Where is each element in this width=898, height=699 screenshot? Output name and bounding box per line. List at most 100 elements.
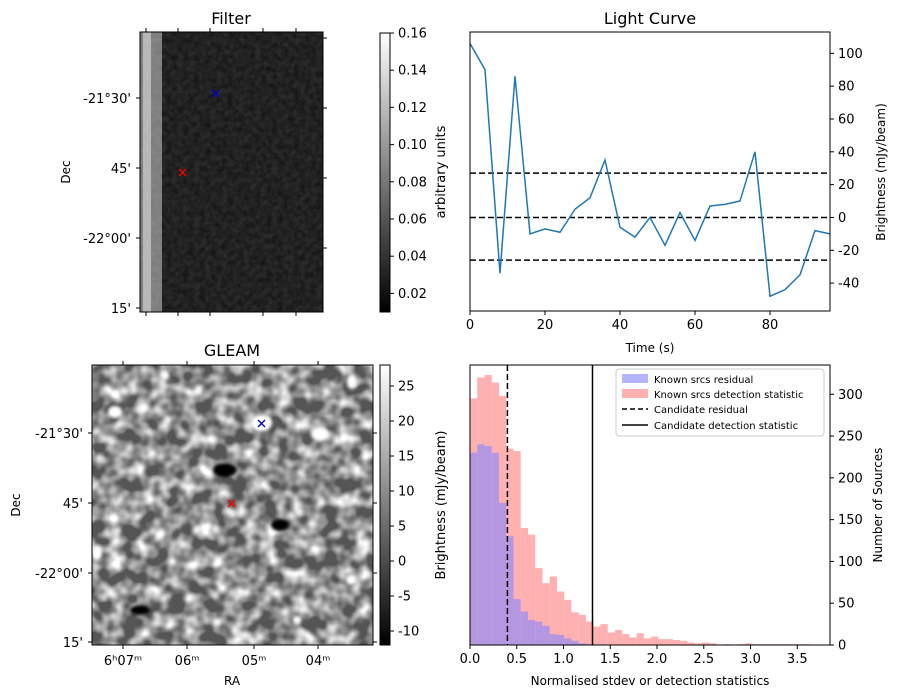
detection-hist-bar [665, 639, 673, 645]
light-curve-series-line [469, 43, 831, 298]
gleam-xtick-label: 6ʰ07ᵐ [104, 654, 142, 669]
detection-hist-bar [687, 642, 695, 645]
colorbar-tick-label: 0.04 [398, 250, 427, 265]
filter-frame-ticks [145, 28, 327, 316]
filter-ytick-label: -22°00' [83, 232, 131, 247]
legend-label: Candidate detection statistic [654, 421, 798, 432]
detection-hist-bar [694, 643, 702, 645]
detection-hist-bar [520, 527, 528, 645]
histogram-frame [469, 364, 831, 646]
detection-hist-bar [564, 599, 572, 645]
light-curve-ytick-label: 0 [838, 211, 846, 226]
colorbar-tick-label: 25 [398, 380, 415, 395]
filter-marker-blue [211, 89, 220, 98]
detection-hist-bar [578, 614, 586, 645]
residual-hist-bar [578, 643, 586, 645]
filter-ytick-label: 15' [111, 302, 131, 317]
gleam-ytick-label: 45' [63, 497, 83, 512]
detection-hist-bar [585, 621, 594, 645]
detection-hist-bar [593, 626, 601, 645]
histogram-ytick-label: 150 [838, 513, 863, 528]
histogram-ytick-label: 0 [838, 639, 846, 654]
detection-hist-bar [527, 534, 536, 645]
histogram-ytick-label: 100 [838, 555, 863, 570]
residual-hist-bar [571, 640, 579, 645]
colorbar-tick-label: 0.14 [398, 64, 427, 79]
light-curve-chart: Light Curve 0 20 40 60 80-40-20020406080100 … [466, 9, 888, 355]
light-curve-xlabel: Time (s) [625, 341, 675, 355]
gleam-xtick-label: 04ᵐ [306, 654, 331, 669]
gleam-ylabel: Dec [9, 493, 23, 516]
light-curve-ytick-label: -20 [838, 244, 859, 259]
light-curve-ytick-label: -40 [838, 277, 859, 292]
legend-label: Known srcs residual [654, 375, 753, 386]
gleam-xlabel: RA [224, 674, 241, 688]
gleam-colorbar-scale [379, 364, 391, 646]
light-curve-ylabel: Brightness (mJy/beam) [874, 103, 888, 241]
filter-marker-red [178, 168, 187, 177]
gleam-ytick-label: 15' [63, 636, 83, 651]
light-curve-xtick-label: 80 [762, 318, 779, 333]
light-curve-title: Light Curve [604, 9, 696, 28]
colorbar-tick-label: 0.16 [398, 27, 427, 42]
detection-hist-bar [600, 624, 608, 645]
colorbar-tick-label: 0.10 [398, 138, 427, 153]
histogram-legend: Known srcs residual Known srcs detection… [615, 368, 825, 437]
detection-hist-bar [658, 639, 666, 645]
detection-hist-bar [701, 642, 710, 645]
residual-hist-bar [542, 625, 550, 645]
light-curve-ytick-label: 100 [838, 47, 863, 62]
histogram-xlabel: Normalised stdev or detection statistics [531, 674, 770, 688]
histogram-xtick-label: 3.5 [787, 652, 808, 667]
colorbar-tick-label: -10 [398, 625, 419, 640]
filter-y-axis: -21°30' 45' -22°00' 15' Dec [59, 92, 140, 317]
legend-label: Known srcs detection statistic [654, 390, 803, 401]
histogram-chart: 0.0 0.5 1.0 1.5 2.0 2.5 3.0 3.5 0 50 100 150 200 250 3… [460, 364, 885, 688]
detection-hist-bar [535, 568, 543, 645]
histogram-xtick-label: 1.0 [553, 652, 574, 667]
filter-colorbar-scale [379, 32, 391, 313]
gleam-dark-patches [130, 463, 289, 615]
residual-hist-bar [527, 619, 536, 645]
legend-label: Candidate residual [654, 405, 748, 416]
detection-hist-bar [709, 643, 717, 645]
residual-hist-bar [477, 444, 485, 645]
residual-hist-bar [498, 502, 507, 645]
gleam-x-axis: 6ʰ07ᵐ 06ᵐ 05ᵐ 04ᵐ RA [104, 645, 330, 688]
histogram-xtick-label: 2.5 [693, 652, 714, 667]
colorbar-tick-label: -5 [398, 590, 411, 605]
histogram-xtick-label: 0.0 [460, 652, 481, 667]
colorbar-tick-label: 0 [398, 555, 406, 570]
filter-frame [139, 31, 324, 313]
light-curve-ytick-label: 20 [838, 178, 855, 193]
detection-hist-bar [542, 583, 550, 645]
filter-ytick-label: -21°30' [83, 92, 131, 107]
histogram-ytick-label: 300 [838, 388, 863, 403]
detection-hist-bar [571, 612, 579, 645]
light-curve-frame [469, 31, 831, 312]
light-curve-xtick-label: 0 [466, 318, 474, 333]
legend-box [615, 368, 825, 437]
histogram-xtick-label: 3.0 [740, 652, 761, 667]
residual-hist-bar [484, 446, 492, 645]
light-curve-xtick-label: 40 [612, 318, 629, 333]
residual-hist-bar [513, 599, 521, 645]
gleam-ytick-label: -21°30' [35, 427, 83, 442]
gleam-xtick-label: 06ᵐ [175, 654, 200, 669]
detection-hist-bar [556, 591, 565, 645]
colorbar-tick-label: 5 [398, 520, 406, 535]
residual-hist-bar [556, 634, 565, 645]
histogram-xtick-label: 2.0 [647, 652, 668, 667]
histogram-ytick-label: 200 [838, 471, 863, 486]
gleam-frame [91, 364, 374, 646]
filter-colorbar-label: arbitrary units [434, 125, 449, 218]
detection-hist-bar [513, 451, 521, 645]
gleam-y-axis: -21°30' 45' -22°00' 15' Dec [9, 427, 92, 651]
detection-hist-bar [549, 576, 557, 645]
light-curve-xtick-label: 60 [687, 318, 704, 333]
light-curve-ytick-label: 80 [838, 80, 855, 95]
detection-hist-bar [643, 638, 652, 645]
filter-ylabel: Dec [59, 160, 73, 183]
gleam-colorbar-label: Brightness (mJy/beam) [434, 431, 449, 580]
